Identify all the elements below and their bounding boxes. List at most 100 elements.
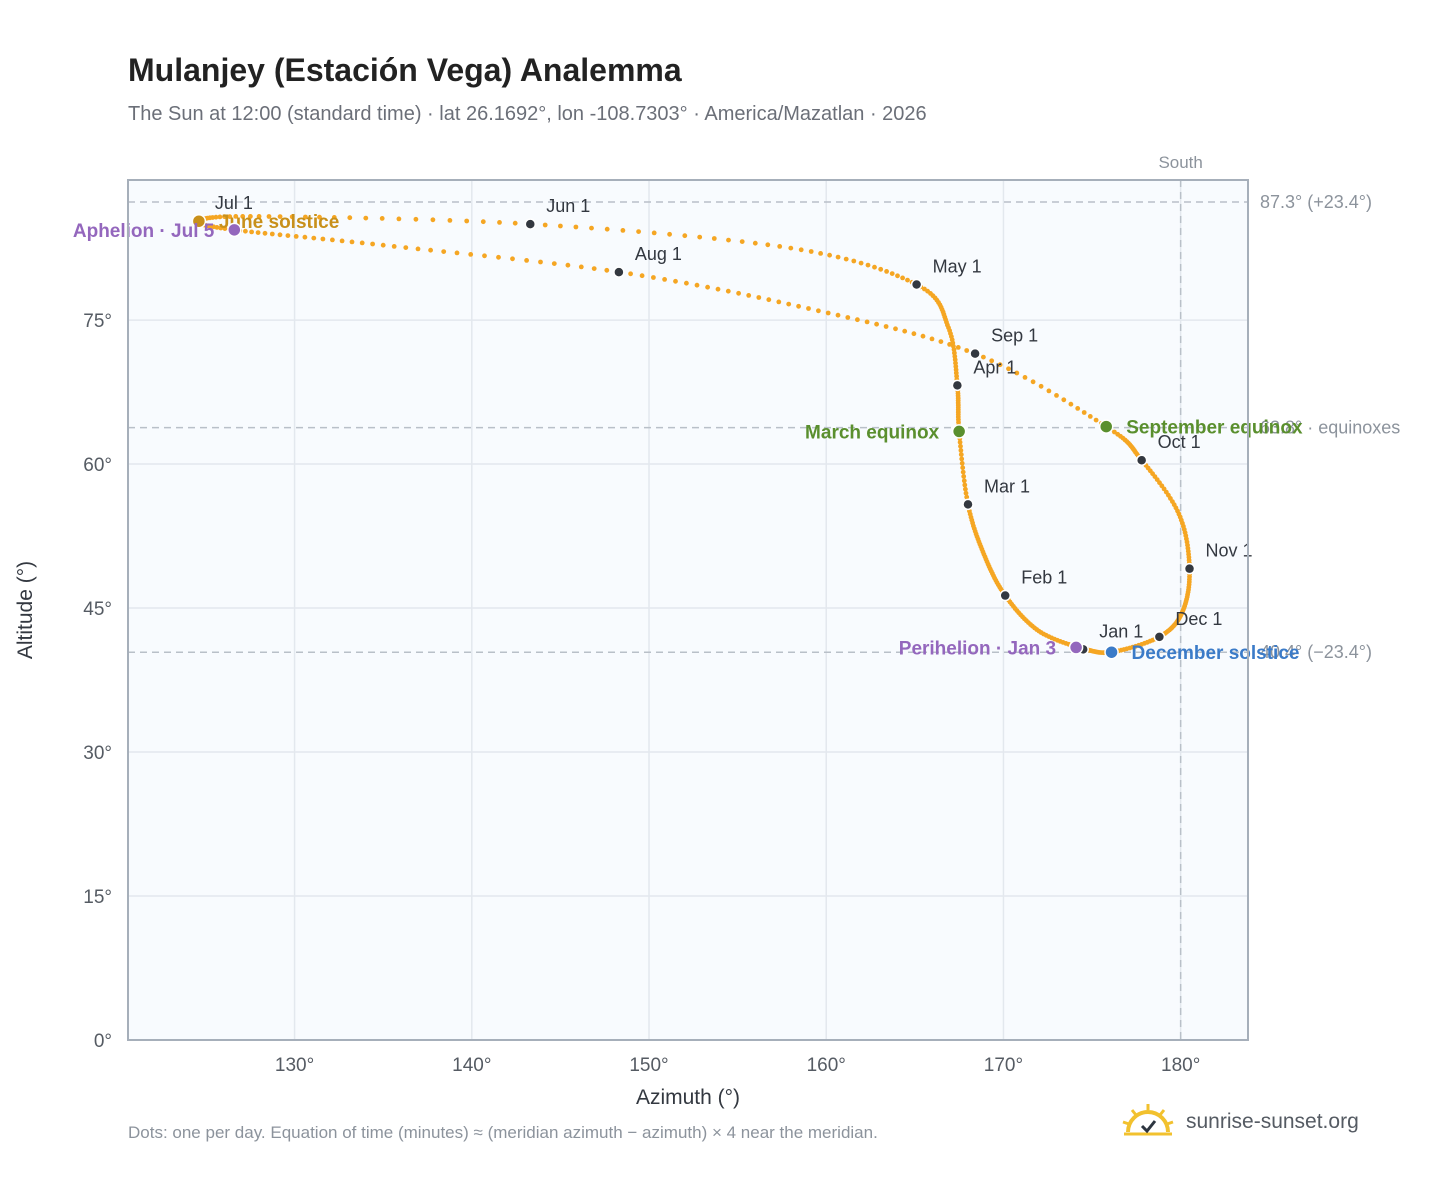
path-dot: [739, 239, 745, 245]
path-dot: [482, 253, 487, 259]
path-dot: [277, 232, 283, 238]
path-dot: [874, 321, 879, 327]
path-dot: [798, 247, 804, 253]
x-axis-label: Azimuth (°): [636, 1086, 740, 1109]
path-dot: [827, 252, 832, 258]
path-dot: [604, 267, 610, 273]
path-dot: [756, 295, 762, 300]
month-label: Oct 1: [1158, 432, 1201, 452]
path-dot: [818, 251, 823, 256]
chart-subtitle: The Sun at 12:00 (standard time) · lat 2…: [128, 103, 927, 125]
path-dot: [808, 249, 814, 254]
y-tick-label: 30°: [83, 743, 112, 764]
sun-logo-icon: [1122, 1104, 1174, 1136]
event-label: December solstice: [1132, 643, 1300, 664]
y-tick-label: 75°: [83, 311, 112, 332]
path-dot: [604, 226, 610, 232]
x-tick-label: 170°: [984, 1055, 1023, 1076]
month-label: Dec 1: [1175, 609, 1222, 629]
month-label: Aug 1: [635, 244, 682, 264]
month-marker: [951, 379, 964, 392]
path-dot: [961, 474, 967, 479]
event-marker: [191, 213, 207, 229]
path-dot: [413, 216, 419, 222]
path-dot: [922, 286, 927, 292]
path-dot: [920, 333, 926, 339]
plot-frame: [127, 179, 1249, 1041]
path-dot: [380, 242, 386, 248]
event-label: June solstice: [219, 212, 339, 233]
path-dot: [959, 456, 965, 462]
path-dot: [363, 215, 369, 221]
y-tick-label: 0°: [94, 1031, 112, 1052]
path-dot: [855, 317, 860, 323]
x-tick-label: 180°: [1161, 1055, 1200, 1076]
path-dot: [1022, 375, 1028, 380]
month-marker: [1183, 562, 1196, 575]
path-dot: [1014, 370, 1020, 376]
path-dot: [963, 490, 969, 496]
path-dot: [222, 214, 227, 220]
path-dot: [725, 288, 731, 294]
path-dot: [957, 439, 963, 445]
path-dot: [497, 220, 502, 225]
path-dot: [447, 218, 453, 223]
path-dot: [542, 222, 548, 228]
reference-lines: South 87.3° (+23.4°) 63.8° · equinoxes 40.4…: [128, 153, 1400, 1040]
path-dot: [997, 362, 1003, 368]
path-dot: [349, 239, 355, 245]
path-dot: [233, 214, 239, 219]
x-tick-label: 130°: [275, 1055, 314, 1076]
path-dot: [277, 214, 283, 220]
path-dot: [330, 237, 335, 243]
path-dot: [218, 225, 224, 231]
path-dot: [938, 339, 944, 344]
path-dot: [269, 231, 275, 237]
path-dot: [249, 229, 255, 235]
brand[interactable]: sunrise-sunset.org: [1120, 1102, 1359, 1142]
path-dot: [726, 237, 731, 243]
month-label: May 1: [933, 257, 982, 277]
path-dot: [578, 264, 584, 270]
event-marker: [1098, 419, 1114, 434]
reference-line-label: 87.3° (+23.4°): [1260, 192, 1372, 212]
month-markers: Jan 1 Feb 1 Mar 1 Apr 1 May 1 Jun 1 Jul 1 Aug 1…: [193, 193, 1253, 656]
path-dot: [1030, 379, 1036, 385]
month-label: Apr 1: [973, 357, 1016, 377]
path-dot: [524, 258, 529, 263]
path-dot: [851, 258, 857, 264]
event-label: September equinox: [1126, 418, 1303, 439]
path-dot: [589, 225, 594, 231]
month-label: Feb 1: [1021, 568, 1067, 588]
path-dot: [285, 233, 291, 239]
path-dot: [673, 278, 678, 284]
path-dot: [667, 231, 672, 237]
path-dot: [765, 242, 771, 248]
event-label: Aphelion · Jul 5: [73, 221, 215, 242]
event-label: Perihelion · Jan 3: [899, 638, 1056, 659]
path-dot: [396, 216, 402, 222]
path-dot: [845, 315, 851, 320]
path-dot: [776, 299, 782, 305]
path-dot: [255, 230, 261, 236]
path-dot: [573, 224, 579, 230]
path-dot: [370, 241, 375, 247]
path-dot: [816, 308, 821, 314]
path-dot: [694, 282, 700, 288]
path-dot: [214, 225, 220, 230]
month-marker: [969, 347, 981, 360]
path-dot: [303, 214, 308, 220]
month-marker: [1153, 631, 1166, 643]
path-dot: [895, 273, 900, 279]
path-dot: [884, 269, 889, 274]
month-marker: [613, 266, 625, 278]
path-dot: [565, 262, 571, 268]
path-dot: [1046, 388, 1052, 394]
path-dot: [878, 266, 884, 272]
path-dot: [428, 247, 433, 253]
path-dot: [464, 218, 470, 224]
path-dot: [929, 336, 935, 342]
event-label: March equinox: [805, 422, 940, 443]
path-dot: [1006, 366, 1011, 372]
